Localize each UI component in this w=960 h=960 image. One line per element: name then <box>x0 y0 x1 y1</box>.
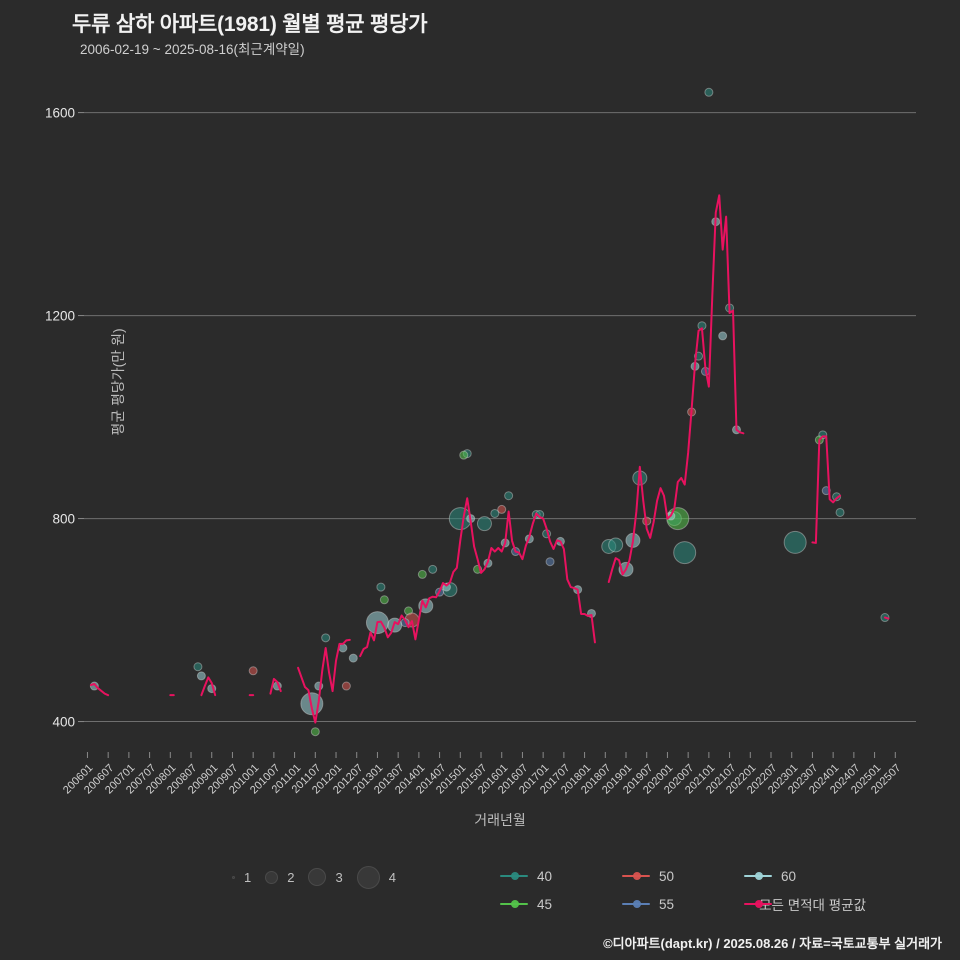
data-point <box>673 541 697 565</box>
y-tick-label: 1200 <box>44 308 75 324</box>
legend-series-swatch <box>744 898 772 910</box>
data-point <box>428 564 438 574</box>
legend-size-label: 3 <box>335 869 343 885</box>
data-point <box>417 569 427 579</box>
legend-series-label: 60 <box>781 868 797 884</box>
y-axis-title: 평균 평당가(만 원) <box>110 328 126 436</box>
legend-series-item[interactable]: 모든 면적대 평균값 <box>744 894 866 914</box>
legend-size-marker <box>232 875 235 879</box>
average-line-segment <box>269 677 282 695</box>
data-point <box>832 492 842 502</box>
data-point <box>608 537 624 553</box>
data-point <box>545 557 555 567</box>
legend-series-item[interactable]: 50 <box>622 869 744 884</box>
legend-series-item[interactable]: 60 <box>744 869 866 884</box>
scatter-series <box>310 435 824 737</box>
average-line-segment <box>89 683 110 697</box>
legend-series: 40 50 60 45 55 모든 면적대 평균값 <box>500 862 866 918</box>
average-line-segment <box>359 497 596 658</box>
data-point <box>321 633 331 643</box>
data-point <box>248 666 258 676</box>
scatter-series <box>400 366 831 628</box>
legend-series-label: 50 <box>659 868 675 884</box>
legend-size-label: 4 <box>388 869 396 885</box>
legend-series-swatch <box>622 870 650 882</box>
data-marks <box>89 87 890 737</box>
data-point <box>341 681 351 691</box>
legend-series-label: 모든 면적대 평균값 <box>759 898 866 913</box>
y-tick-label: 800 <box>52 511 75 527</box>
page-subtitle: 2006-02-19 ~ 2025-08-16(최근계약일) <box>80 42 305 57</box>
data-point <box>704 87 714 97</box>
average-line-segment <box>883 616 890 620</box>
legend-size-label: 2 <box>287 869 295 885</box>
data-point <box>783 530 807 554</box>
data-point <box>379 595 389 605</box>
legend-size-marker <box>308 868 327 886</box>
scatter-series <box>193 87 890 672</box>
legend-series-label: 40 <box>537 868 553 884</box>
y-tick-label: 1600 <box>44 105 75 121</box>
legend-series-label: 45 <box>537 896 553 912</box>
data-point <box>193 662 203 672</box>
legend-series-item[interactable]: 45 <box>500 897 622 912</box>
footer-credit: ©디아파트(dapt.kr) / 2025.08.26 / 자료=국토교통부 실… <box>603 936 942 951</box>
plot-area: 400 800 1200 1600 200601 200607 200701 200707 2… <box>45 72 916 828</box>
legend-size-marker <box>265 870 279 884</box>
average-line-segment <box>200 676 217 697</box>
data-point <box>835 507 845 517</box>
data-point <box>504 491 514 501</box>
page-title: 두류 삼하 아파트(1981) 월별 평균 평당가 <box>72 13 428 36</box>
average-line-segment <box>297 638 351 724</box>
legend-series-item[interactable]: 55 <box>622 897 744 912</box>
data-point <box>490 508 500 518</box>
average-line-segment <box>811 435 842 544</box>
x-axis-title: 거래년월 <box>474 812 526 828</box>
legend-series-swatch <box>744 870 772 882</box>
data-point <box>348 653 358 663</box>
legend-series-item[interactable]: 40 <box>500 869 622 884</box>
data-point <box>497 504 507 514</box>
average-line-series <box>89 194 890 724</box>
legend-series-swatch <box>500 898 528 910</box>
data-point <box>376 582 386 592</box>
average-line-segment <box>607 194 745 583</box>
data-point <box>196 671 206 681</box>
legend-size: 1 2 3 4 <box>232 862 410 892</box>
data-point <box>718 331 728 341</box>
legend-series-label: 55 <box>659 896 675 912</box>
gridlines <box>78 112 916 758</box>
legend-series-swatch <box>622 898 650 910</box>
data-point <box>476 516 492 532</box>
legend-size-marker <box>356 865 380 889</box>
legend-size-label: 1 <box>244 869 252 885</box>
scatter-series <box>248 407 697 691</box>
legend-series-swatch <box>500 870 528 882</box>
data-point <box>459 450 469 460</box>
y-tick-label: 400 <box>52 714 75 730</box>
data-point <box>310 727 320 737</box>
